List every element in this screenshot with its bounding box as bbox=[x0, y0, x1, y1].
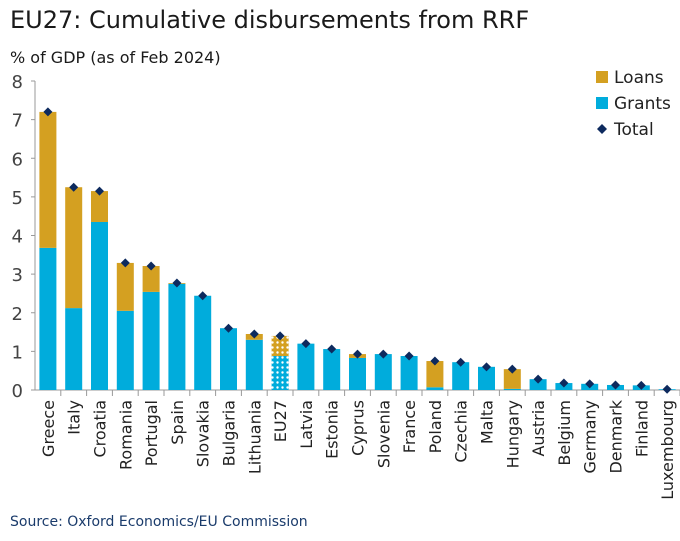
total-marker-france bbox=[404, 351, 414, 361]
y-tick-label: 4 bbox=[12, 227, 23, 248]
x-tick-label: Greece bbox=[39, 400, 58, 457]
x-tick-label: Estonia bbox=[323, 400, 342, 459]
legend-swatch-loans bbox=[596, 71, 608, 83]
y-tick-label: 3 bbox=[12, 265, 23, 286]
total-marker-belgium bbox=[559, 378, 569, 388]
x-tick-label: Malta bbox=[478, 400, 497, 444]
x-tick-label: Lithuania bbox=[245, 400, 264, 474]
total-marker-latvia bbox=[301, 339, 311, 349]
bar-grants-bulgaria bbox=[220, 328, 237, 390]
x-tick-label: Slovenia bbox=[374, 400, 393, 468]
x-tick-label: Hungary bbox=[503, 400, 522, 468]
bar-grants-cyprus bbox=[349, 357, 366, 390]
source-note: Source: Oxford Economics/EU Commission bbox=[10, 514, 308, 530]
legend-label-grants: Grants bbox=[614, 94, 671, 114]
legend-label-loans: Loans bbox=[614, 68, 664, 88]
x-tick-label: EU27 bbox=[271, 400, 290, 442]
x-tick-label: France bbox=[400, 400, 419, 453]
total-marker-luxembourg bbox=[662, 384, 672, 394]
x-tick-label: Spain bbox=[168, 400, 187, 445]
bar-grants-slovakia bbox=[194, 295, 212, 390]
bar-grants-france bbox=[400, 356, 418, 390]
bar-grants-austria bbox=[529, 379, 547, 390]
bar-grants-estonia bbox=[323, 349, 341, 390]
x-tick-label: Denmark bbox=[607, 399, 626, 473]
total-marker-germany bbox=[585, 379, 595, 389]
bar-loans-romania bbox=[116, 262, 134, 311]
x-tick-label: Finland bbox=[632, 400, 651, 457]
legend-label-total: Total bbox=[613, 120, 654, 140]
x-tick-label: Luxembourg bbox=[658, 400, 677, 500]
y-tick-label: 2 bbox=[12, 304, 23, 325]
chart-title: EU27: Cumulative disbursements from RRF bbox=[10, 6, 530, 34]
total-marker-greece bbox=[43, 107, 53, 117]
x-tick-label: Belgium bbox=[555, 400, 574, 466]
x-tick-label: Croatia bbox=[91, 400, 110, 458]
bar-loans-italy bbox=[65, 187, 83, 309]
total-marker-slovenia bbox=[378, 349, 388, 359]
x-tick-label: Slovakia bbox=[194, 400, 213, 467]
bar-grants-eu27 bbox=[271, 356, 289, 390]
total-marker-spain bbox=[172, 278, 182, 288]
bar-loans-eu27 bbox=[271, 335, 289, 357]
total-marker-lithuania bbox=[249, 329, 259, 339]
bar-grants-portugal bbox=[142, 291, 160, 390]
x-tick-label: Italy bbox=[65, 400, 84, 435]
total-marker-hungary bbox=[507, 364, 517, 374]
total-marker-bulgaria bbox=[224, 323, 233, 333]
x-tick-label: Czechia bbox=[452, 400, 471, 463]
y-tick-label: 1 bbox=[12, 342, 23, 363]
total-marker-eu27 bbox=[275, 331, 285, 341]
total-marker-finland bbox=[636, 380, 646, 390]
total-marker-italy bbox=[69, 182, 79, 192]
total-marker-croatia bbox=[95, 186, 104, 196]
x-tick-label: Austria bbox=[529, 400, 548, 457]
bar-grants-slovenia bbox=[374, 354, 392, 390]
bar-grants-italy bbox=[65, 308, 83, 390]
bar-grants-greece bbox=[39, 247, 57, 390]
y-tick-label: 6 bbox=[12, 149, 23, 170]
x-tick-label: Portugal bbox=[142, 400, 161, 466]
total-marker-czechia bbox=[456, 357, 466, 367]
bar-grants-malta bbox=[478, 366, 495, 390]
y-axis-label: % of GDP (as of Feb 2024) bbox=[10, 48, 221, 67]
y-tick-label: 7 bbox=[12, 111, 23, 132]
x-tick-label: Romania bbox=[116, 400, 135, 470]
legend-swatch-grants bbox=[596, 97, 608, 109]
x-tick-label: Cyprus bbox=[349, 400, 368, 456]
total-marker-poland bbox=[430, 356, 440, 366]
legend-marker-total bbox=[597, 124, 607, 134]
y-tick-label: 0 bbox=[12, 381, 23, 402]
bar-grants-spain bbox=[168, 283, 186, 390]
total-marker-portugal bbox=[146, 261, 156, 271]
bar-grants-czechia bbox=[452, 362, 470, 390]
total-marker-estonia bbox=[327, 344, 337, 354]
x-tick-label: Germany bbox=[581, 400, 600, 474]
bar-grants-lithuania bbox=[245, 339, 263, 390]
total-marker-romania bbox=[120, 258, 130, 268]
bar-loans-poland bbox=[426, 361, 444, 388]
total-marker-malta bbox=[482, 362, 491, 372]
bar-grants-croatia bbox=[91, 221, 108, 390]
total-marker-austria bbox=[533, 374, 543, 384]
x-tick-label: Poland bbox=[426, 400, 445, 453]
total-marker-denmark bbox=[611, 380, 620, 390]
x-tick-label: Latvia bbox=[297, 400, 316, 449]
total-marker-cyprus bbox=[353, 349, 362, 359]
bar-loans-hungary bbox=[503, 369, 521, 389]
bar-grants-romania bbox=[116, 310, 134, 390]
x-tick-label: Bulgaria bbox=[220, 400, 239, 466]
y-tick-label: 8 bbox=[12, 72, 23, 93]
bar-grants-latvia bbox=[297, 343, 315, 390]
total-marker-slovakia bbox=[198, 291, 208, 301]
y-tick-label: 5 bbox=[12, 188, 23, 209]
bar-loans-croatia bbox=[91, 191, 108, 222]
bar-grants-poland bbox=[426, 387, 444, 390]
bar-loans-greece bbox=[39, 111, 57, 248]
bar-grants-hungary bbox=[503, 388, 521, 390]
bar-loans-portugal bbox=[142, 266, 160, 292]
